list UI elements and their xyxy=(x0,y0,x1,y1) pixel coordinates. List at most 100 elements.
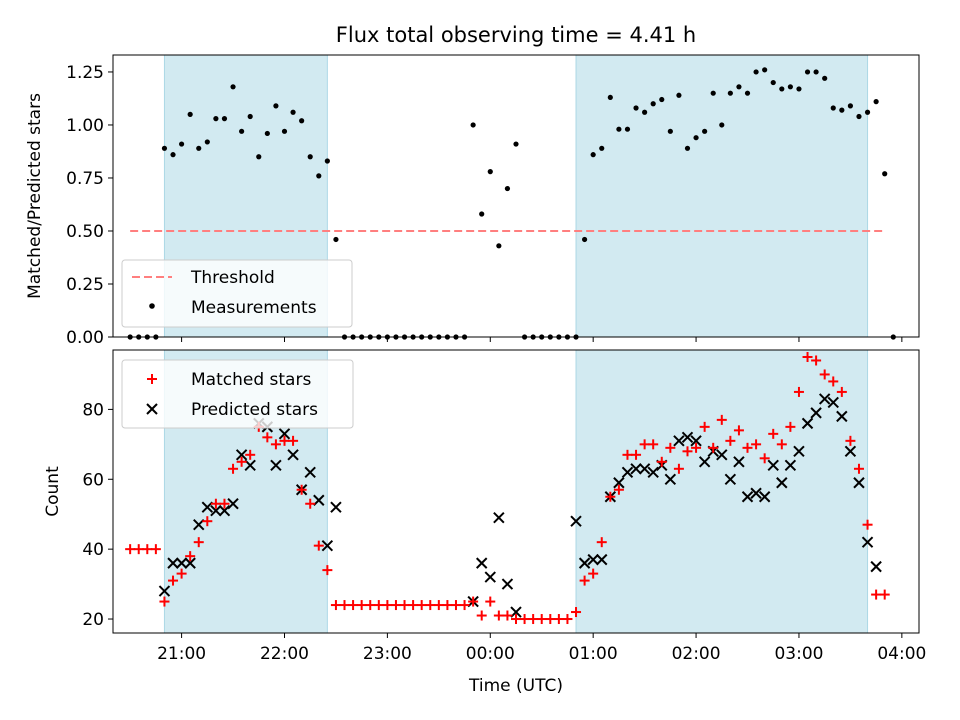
predicted-star-point-b xyxy=(210,505,222,517)
predicted-star-point-b xyxy=(647,466,659,478)
predicted-star-point xyxy=(184,557,196,569)
matched-star-point xyxy=(571,607,582,618)
predicted-star-point xyxy=(218,505,231,517)
matched-star-point xyxy=(528,614,539,625)
predicted-star-point xyxy=(158,585,171,597)
predicted-star-point-b xyxy=(578,557,591,569)
matched-star-point xyxy=(588,568,599,579)
predicted-star-point-b xyxy=(201,501,214,513)
predicted-star-point-b xyxy=(184,557,196,569)
predicted-star-point-b xyxy=(724,473,737,485)
predicted-star-point xyxy=(587,553,599,566)
predicted-star-point-b xyxy=(227,498,239,510)
matched-star-point xyxy=(776,439,787,450)
predicted-star-point xyxy=(870,560,882,573)
predicted-star-point-b xyxy=(741,491,754,503)
matched-star-point xyxy=(459,600,470,611)
matched-star-point xyxy=(485,596,496,607)
predicted-star-point-b xyxy=(304,466,316,478)
predicted-star-point xyxy=(175,557,188,569)
matched-star-point xyxy=(125,544,136,555)
predicted-star-point xyxy=(501,578,514,590)
measurement-point xyxy=(470,122,476,128)
measurement-point xyxy=(616,126,622,132)
predicted-star-point-b xyxy=(733,456,745,468)
predicted-star-point-b xyxy=(853,477,865,489)
predicted-star-point xyxy=(733,456,745,468)
measurement-point xyxy=(659,96,665,103)
matched-star-point xyxy=(493,610,504,621)
top-legend: Threshold Measurements xyxy=(121,259,353,328)
predicted-star-point xyxy=(724,473,737,485)
y-tick-label: 40 xyxy=(82,540,104,560)
top-axes-frame xyxy=(112,54,920,338)
matched-star-point xyxy=(450,600,461,611)
measurement-point xyxy=(650,101,656,107)
x-tick-label: 21:00 xyxy=(157,644,206,664)
predicted-star-point xyxy=(861,536,874,548)
predicted-star-point xyxy=(621,466,634,478)
predicted-star-point xyxy=(844,445,857,458)
matched-star-point xyxy=(879,589,890,600)
predicted-star-point-b xyxy=(836,410,848,423)
matched-star-point xyxy=(425,600,436,611)
matched-star-point xyxy=(476,610,487,621)
matched-star-point xyxy=(382,600,393,611)
matched-star-point xyxy=(356,600,367,611)
predicted-star-point-b xyxy=(270,459,282,472)
matched-star-point xyxy=(322,565,333,576)
matched-star-point xyxy=(622,449,633,460)
measurement-point xyxy=(581,236,588,243)
matched-star-point xyxy=(811,355,822,366)
matched-star-point xyxy=(288,435,299,446)
matched-star-point xyxy=(159,596,170,607)
matched-star-point xyxy=(639,439,650,450)
measurement-point xyxy=(264,130,270,137)
matched-star-point xyxy=(613,484,624,495)
top-panel: 0.00 0.25 0.50 0.75 1.00 1.25 Flux total obse… xyxy=(25,23,920,348)
predicted-star-point xyxy=(853,477,865,489)
predicted-star-point xyxy=(244,459,256,472)
measurement-point xyxy=(787,84,793,90)
matched-star-point xyxy=(793,386,804,397)
predicted-star-point xyxy=(741,491,754,503)
predicted-star-point xyxy=(167,557,179,569)
matched-star-point xyxy=(656,456,667,467)
matched-star-point xyxy=(468,596,479,607)
predicted-star-point xyxy=(304,466,316,478)
measurement-point xyxy=(864,109,871,115)
matched-star-point xyxy=(373,600,384,611)
matched-star-point xyxy=(579,575,590,586)
matched-star-point xyxy=(768,428,779,439)
shaded-interval xyxy=(575,54,869,338)
predicted-star-point-b xyxy=(613,477,625,489)
predicted-star-point-b xyxy=(827,396,839,409)
measurement-point xyxy=(479,211,485,217)
measurement-point xyxy=(710,90,716,96)
measurement-point xyxy=(213,116,219,122)
matched-star-point xyxy=(339,600,350,611)
predicted-star-point xyxy=(681,431,694,444)
matched-star-point xyxy=(296,484,307,495)
matched-star-point xyxy=(133,544,144,555)
matched-star-point xyxy=(279,435,290,446)
bottom-count-points xyxy=(125,351,890,625)
predicted-star-point-b xyxy=(630,463,642,475)
predicted-star-point xyxy=(750,487,762,499)
matched-star-point xyxy=(871,589,882,600)
matched-star-point xyxy=(536,614,547,625)
measurement-point xyxy=(590,152,596,158)
matched-star-point xyxy=(708,442,719,453)
measurement-point xyxy=(333,236,339,243)
x-tick-label: 04:00 xyxy=(877,644,926,664)
measurement-point xyxy=(316,173,322,179)
predicted-star-point xyxy=(313,494,325,506)
bottom-legend: Matched stars Predicted stars xyxy=(121,359,354,429)
predicted-star-point-b xyxy=(681,431,694,444)
predicted-star-point-b xyxy=(330,501,342,513)
predicted-star-point-b xyxy=(716,449,728,461)
matched-star-point xyxy=(176,568,187,579)
measurement-point xyxy=(847,103,854,109)
measurement-point xyxy=(187,111,193,117)
matched-star-point xyxy=(682,446,693,457)
